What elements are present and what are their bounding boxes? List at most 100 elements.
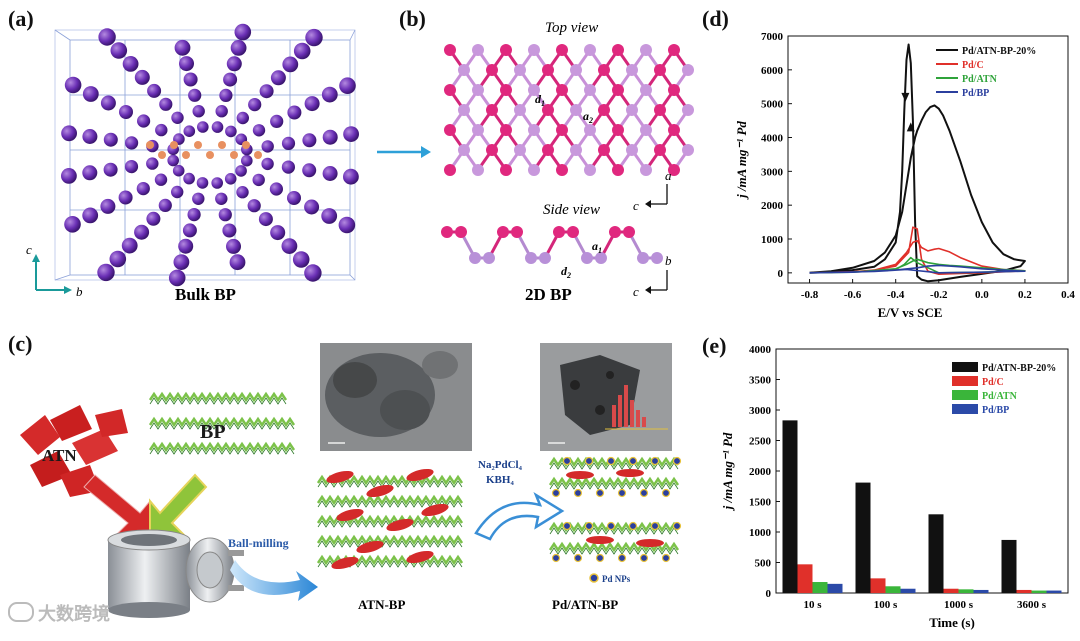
phosphorus-atom [252, 124, 266, 137]
y-tick-label: 2000 [749, 466, 772, 478]
phosphorus-atom [612, 44, 624, 56]
y-tick-label: 3500 [749, 375, 772, 387]
atn-flake [366, 484, 394, 498]
phosphorus-atom [542, 144, 554, 156]
x-tick-label: 0.0 [975, 289, 989, 301]
phosphorus-atom [570, 144, 582, 156]
bar [943, 588, 959, 593]
phosphorus-atom [444, 44, 456, 56]
bulk-bp-caption: Bulk BP [175, 285, 236, 304]
phosphorus-atom [103, 132, 118, 147]
phosphorus-atom [179, 56, 194, 72]
phosphorus-atom [612, 124, 624, 136]
axis-indicator-b-side: b c [633, 253, 672, 299]
x-tick-label: 10 s [803, 599, 822, 611]
bar [885, 586, 901, 593]
a2-label: a2 [583, 109, 593, 125]
phosphorus-atom [556, 124, 568, 136]
cv-series-line [809, 256, 1026, 274]
phosphorus-atom [247, 199, 261, 213]
phosphorus-atom [159, 97, 173, 111]
bar [928, 514, 944, 593]
y-axis-title: j /mA mg⁻¹ Pd [720, 432, 735, 511]
phosphorus-atom [174, 39, 191, 56]
phosphorus-atom [654, 144, 666, 156]
phosphorus-atom [612, 84, 624, 96]
phosphorus-atom [269, 182, 283, 196]
phosphorus-atom [261, 140, 274, 153]
phosphorus-atom [292, 251, 310, 268]
reagent-2: KBH₄ [486, 474, 514, 486]
phosphorus-atom [100, 95, 116, 111]
watermark-text: 大数跨境 [38, 604, 110, 625]
phosphorus-atom [668, 124, 680, 136]
bp-layer [148, 391, 288, 403]
phosphorus-atom [196, 177, 209, 189]
pd-nanoparticle [606, 521, 616, 531]
panel-b-label: (b) [399, 6, 426, 31]
bp-layer [149, 397, 287, 405]
bp-layer [148, 416, 296, 428]
phosphorus-atom [682, 144, 694, 156]
bond-atom [182, 151, 190, 159]
phosphorus-atom [444, 84, 456, 96]
phosphorus-atom [282, 56, 299, 73]
axis-indicator-a: c b [26, 242, 83, 299]
phosphorus-atom [110, 42, 128, 59]
legend-swatch [952, 390, 978, 400]
phosphorus-atom [118, 190, 133, 205]
panel-a-label: (a) [8, 6, 34, 31]
y-tick-label: 1000 [749, 527, 772, 539]
phosphorus-atom [472, 164, 484, 176]
phosphorus-atom [598, 144, 610, 156]
x-tick-label: -0.2 [930, 289, 948, 301]
phosphorus-atom [82, 129, 98, 144]
phosphorus-atom [321, 208, 338, 224]
bar [870, 578, 886, 593]
bp-layer [317, 540, 463, 548]
phosphorus-atom [226, 238, 241, 254]
phosphorus-atom [103, 162, 118, 177]
bar [1046, 590, 1062, 593]
x-axis-title: E/V vs SCE [878, 305, 943, 320]
x-tick-label: 0.2 [1018, 289, 1032, 301]
bar [827, 583, 843, 593]
atn-flake [406, 468, 434, 482]
axis-c2-label-b: c [633, 284, 639, 299]
axis-indicator-b-top: a c [633, 168, 672, 213]
bp-layer [149, 422, 295, 430]
y-tick-label: 2000 [761, 200, 784, 212]
bar [1001, 539, 1017, 593]
phosphorus-atom [82, 86, 99, 102]
bp-layer [148, 441, 296, 453]
phosphorus-atom [171, 185, 184, 199]
plot-frame [775, 348, 1069, 594]
y-tick-label: 1500 [749, 497, 772, 509]
phosphorus-atom [261, 157, 274, 171]
pd-nanoparticle [595, 488, 605, 498]
panel-b: (b) Top view d1 a2 a c Side view a1 d2 b… [395, 0, 695, 318]
phosphorus-atom [441, 226, 453, 238]
phosphorus-atom [539, 252, 551, 264]
phosphorus-atom [626, 64, 638, 76]
x-tick-label: 0.4 [1061, 289, 1075, 301]
axis-c-label-b: c [633, 198, 639, 213]
phosphorus-atom [511, 226, 523, 238]
phosphorus-atom [486, 64, 498, 76]
bar [1031, 590, 1047, 593]
phosphorus-atom [525, 252, 537, 264]
red-arrow [83, 474, 151, 536]
phosphorus-atom [623, 226, 635, 238]
phosphorus-atom [553, 226, 565, 238]
x-tick-label: 1000 s [944, 599, 974, 611]
bp-layer [316, 494, 464, 506]
bond-atom [254, 151, 262, 159]
atn-flake [356, 540, 384, 554]
pd-nanoparticle [562, 456, 572, 466]
phosphorus-atom [455, 226, 467, 238]
phosphorus-atom [305, 28, 323, 47]
atn-flakes: ATN [20, 405, 128, 497]
y-tick-label: 4000 [761, 133, 784, 145]
phosphorus-atom [109, 250, 127, 268]
phosphorus-atom [339, 77, 356, 94]
